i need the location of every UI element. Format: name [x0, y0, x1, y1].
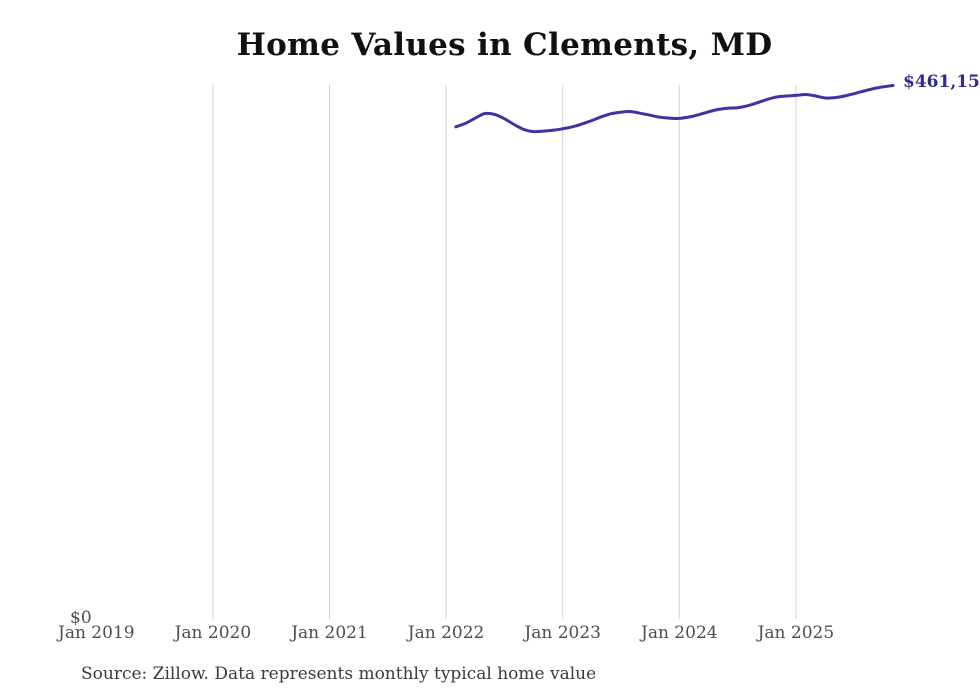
vertical-gridlines	[212, 85, 797, 619]
home-value-line	[454, 84, 895, 134]
source-note: Source: Zillow. Data represents monthly …	[81, 664, 597, 684]
x-axis-label-2021: Jan 2021	[291, 623, 368, 643]
x-axis-label-2020: Jan 2020	[174, 623, 252, 643]
latest-value-label: $461,155	[903, 72, 980, 92]
x-axis-label-2019: Jan 2019	[58, 623, 135, 643]
x-axis-label-2025: Jan 2025	[757, 623, 835, 643]
x-axis-label-2023: Jan 2023	[524, 623, 601, 643]
chart-title: Home Values in Clements, MD	[236, 27, 773, 63]
x-axis-label-2022: Jan 2022	[407, 623, 485, 643]
y-axis-zero-label: $0	[70, 608, 92, 628]
x-axis-label-2024: Jan 2024	[641, 623, 718, 643]
